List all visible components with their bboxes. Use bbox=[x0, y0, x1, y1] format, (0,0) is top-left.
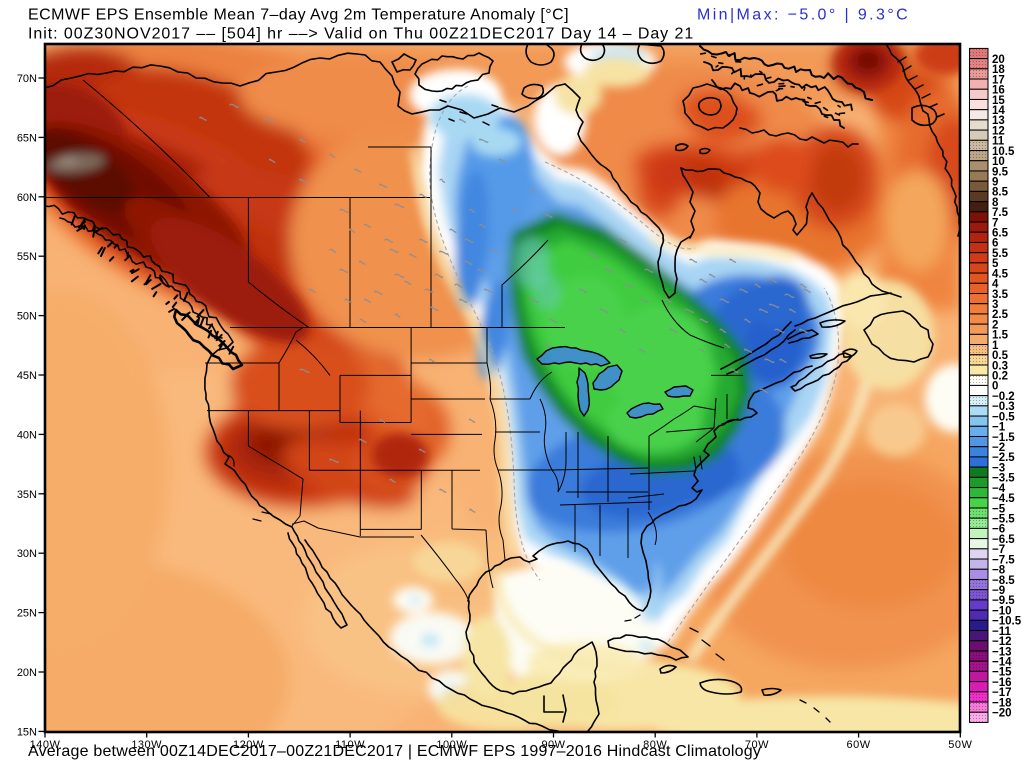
svg-text:130W: 130W bbox=[131, 739, 162, 751]
svg-text:ECMWF EPS Ensemble Mean 7–day: ECMWF EPS Ensemble Mean 7–day Avg 2m Tem… bbox=[28, 7, 569, 24]
svg-text:0.5: 0.5 bbox=[992, 350, 1009, 362]
svg-text:17: 17 bbox=[992, 74, 1005, 86]
svg-text:6.5: 6.5 bbox=[992, 228, 1009, 240]
svg-text:−1: −1 bbox=[992, 422, 1006, 434]
svg-text:50W: 50W bbox=[948, 739, 972, 751]
svg-text:65N: 65N bbox=[17, 132, 37, 144]
svg-text:40N: 40N bbox=[17, 429, 37, 441]
svg-text:−4: −4 bbox=[992, 483, 1006, 495]
svg-text:−6: −6 bbox=[992, 524, 1005, 536]
svg-text:−16: −16 bbox=[992, 677, 1012, 689]
svg-text:45N: 45N bbox=[17, 370, 37, 382]
svg-text:120W: 120W bbox=[233, 739, 264, 751]
svg-text:9.5: 9.5 bbox=[992, 166, 1009, 178]
svg-text:5.5: 5.5 bbox=[992, 248, 1009, 260]
svg-text:−10.5: −10.5 bbox=[992, 616, 1022, 628]
svg-text:7: 7 bbox=[992, 217, 998, 229]
svg-text:30N: 30N bbox=[17, 548, 37, 560]
svg-text:12: 12 bbox=[992, 125, 1005, 137]
svg-text:20: 20 bbox=[992, 54, 1005, 66]
svg-text:Init: 00Z30NOV2017 –– [504] hr: Init: 00Z30NOV2017 –– [504] hr ––> Valid… bbox=[28, 26, 694, 43]
svg-text:100W: 100W bbox=[436, 739, 467, 751]
svg-text:0: 0 bbox=[992, 381, 998, 393]
svg-text:70W: 70W bbox=[745, 739, 769, 751]
svg-text:90W: 90W bbox=[541, 739, 565, 751]
svg-text:−0.3: −0.3 bbox=[992, 401, 1015, 413]
svg-text:60N: 60N bbox=[17, 192, 37, 204]
svg-text:−1.5: −1.5 bbox=[992, 432, 1015, 444]
svg-text:18: 18 bbox=[992, 64, 1005, 76]
svg-text:−12: −12 bbox=[992, 636, 1012, 648]
svg-text:15N: 15N bbox=[17, 726, 37, 738]
svg-text:−11: −11 bbox=[992, 626, 1011, 638]
svg-text:110W: 110W bbox=[335, 739, 365, 751]
svg-text:−10: −10 bbox=[992, 605, 1012, 617]
svg-text:−3: −3 bbox=[992, 462, 1005, 474]
svg-text:−2.5: −2.5 bbox=[992, 452, 1015, 464]
svg-text:Min|Max: −5.0° | 9.3°C: Min|Max: −5.0° | 9.3°C bbox=[697, 7, 910, 24]
svg-text:7.5: 7.5 bbox=[992, 207, 1009, 219]
svg-text:1.5: 1.5 bbox=[992, 330, 1009, 342]
svg-text:5: 5 bbox=[992, 258, 999, 270]
svg-text:−9.5: −9.5 bbox=[992, 595, 1015, 607]
svg-text:−7.5: −7.5 bbox=[992, 554, 1015, 566]
svg-text:70N: 70N bbox=[17, 73, 37, 85]
svg-text:−2: −2 bbox=[992, 442, 1005, 454]
svg-text:−20: −20 bbox=[992, 708, 1012, 720]
svg-text:3: 3 bbox=[992, 299, 998, 311]
svg-text:−8.5: −8.5 bbox=[992, 575, 1015, 587]
svg-text:−7: −7 bbox=[992, 544, 1005, 556]
svg-text:2.5: 2.5 bbox=[992, 309, 1009, 321]
svg-text:−3.5: −3.5 bbox=[992, 473, 1015, 485]
svg-text:−4.5: −4.5 bbox=[992, 493, 1015, 505]
svg-text:9: 9 bbox=[992, 177, 998, 189]
svg-text:Average between 00Z14DEC2017–0: Average between 00Z14DEC2017–00Z21DEC201… bbox=[28, 743, 761, 760]
svg-text:13: 13 bbox=[992, 115, 1005, 127]
svg-text:4: 4 bbox=[992, 279, 999, 291]
svg-text:80W: 80W bbox=[643, 739, 667, 751]
svg-text:8: 8 bbox=[992, 197, 999, 209]
svg-text:2: 2 bbox=[992, 320, 998, 332]
svg-text:15: 15 bbox=[992, 95, 1005, 107]
svg-text:−18: −18 bbox=[992, 697, 1012, 709]
svg-text:−13: −13 bbox=[992, 646, 1012, 658]
svg-text:−6.5: −6.5 bbox=[992, 534, 1015, 546]
svg-text:−14: −14 bbox=[992, 657, 1012, 669]
svg-text:140W: 140W bbox=[30, 739, 61, 751]
svg-text:−5.5: −5.5 bbox=[992, 514, 1015, 526]
svg-text:25N: 25N bbox=[17, 608, 37, 620]
svg-text:−0.5: −0.5 bbox=[992, 411, 1015, 423]
svg-text:−8: −8 bbox=[992, 565, 1006, 577]
svg-text:55N: 55N bbox=[17, 251, 37, 263]
svg-text:4.5: 4.5 bbox=[992, 268, 1009, 280]
svg-text:−17: −17 bbox=[992, 687, 1012, 699]
svg-text:1: 1 bbox=[992, 340, 999, 352]
svg-text:−0.2: −0.2 bbox=[992, 391, 1015, 403]
svg-text:60W: 60W bbox=[847, 739, 871, 751]
svg-text:−15: −15 bbox=[992, 667, 1012, 679]
svg-text:10.5: 10.5 bbox=[992, 146, 1015, 158]
svg-text:−5: −5 bbox=[992, 503, 1006, 515]
svg-text:50N: 50N bbox=[17, 311, 37, 323]
svg-text:35N: 35N bbox=[17, 489, 37, 501]
svg-text:6: 6 bbox=[992, 238, 998, 250]
svg-text:14: 14 bbox=[992, 105, 1005, 117]
svg-text:10: 10 bbox=[992, 156, 1005, 168]
svg-text:11: 11 bbox=[992, 136, 1005, 148]
svg-text:−9: −9 bbox=[992, 585, 1005, 597]
svg-text:0.3: 0.3 bbox=[992, 360, 1008, 372]
svg-text:8.5: 8.5 bbox=[992, 187, 1009, 199]
svg-text:0.2: 0.2 bbox=[992, 371, 1008, 383]
svg-text:3.5: 3.5 bbox=[992, 289, 1009, 301]
svg-text:20N: 20N bbox=[17, 667, 37, 679]
svg-text:16: 16 bbox=[992, 85, 1005, 97]
